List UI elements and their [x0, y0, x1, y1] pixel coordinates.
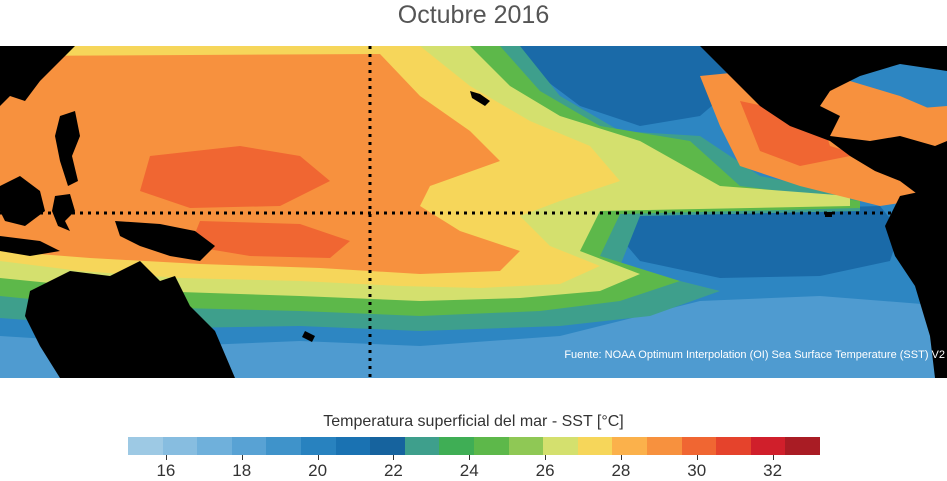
colorbar-segment: [785, 437, 820, 455]
colorbar-segment: [543, 437, 578, 455]
colorbar-tick: [620, 455, 622, 460]
colorbar-segment: [508, 437, 544, 455]
map-title: Octubre 2016: [397, 1, 550, 29]
land-hawaii: [470, 91, 490, 106]
land-philippines: [55, 111, 80, 186]
east-pacific-hot: [740, 101, 850, 166]
colorbar-label: Temperatura superficial del mar - SST [°…: [323, 413, 624, 430]
colorbar-segment: [439, 437, 474, 455]
colorbar-tick-label: 24: [459, 461, 479, 480]
colorbar-segment: [577, 437, 613, 455]
colorbar-segment: [335, 437, 371, 455]
sst-map: [0, 46, 947, 378]
colorbar-segment: [266, 437, 301, 455]
colorbar-segment: [681, 437, 717, 455]
land-new-guinea: [115, 221, 215, 261]
hot-zone-west-north: [140, 146, 330, 208]
colorbar-segment: [128, 437, 163, 455]
colorbar-segment: [300, 437, 336, 455]
colorbar-segment: [404, 437, 440, 455]
colorbar-tick: [165, 455, 167, 460]
hot-zone-west-south: [190, 221, 350, 258]
colorbar-segment: [231, 437, 267, 455]
sst-map-svg: [0, 46, 947, 378]
colorbar-segment: [197, 437, 232, 455]
colorbar-segment: [612, 437, 647, 455]
land-south-america: [885, 186, 947, 378]
colorbar-tick-label: 26: [535, 461, 555, 480]
land-java: [0, 236, 60, 256]
colorbar-tick-label: 22: [383, 461, 403, 480]
colorbar: [128, 437, 820, 455]
land-north-america: [700, 46, 947, 201]
colorbar-segment: [370, 437, 405, 455]
colorbar-tick-label: 32: [763, 461, 783, 480]
land-asia: [0, 46, 75, 106]
colorbar-segment: [162, 437, 198, 455]
colorbar-tick: [545, 455, 547, 460]
colorbar-tick-label: 20: [308, 461, 328, 480]
source-caption: Fuente: NOAA Optimum Interpolation (OI) …: [564, 349, 945, 361]
colorbar-tick: [241, 455, 243, 460]
land-australia: [25, 261, 235, 378]
colorbar-tick-label: 28: [611, 461, 631, 480]
colorbar-segment: [750, 437, 786, 455]
colorbar-tick-label: 18: [232, 461, 252, 480]
colorbar-segment: [646, 437, 682, 455]
colorbar-tick: [317, 455, 319, 460]
cold-tongue: [600, 206, 900, 278]
colorbar-tick: [696, 455, 698, 460]
colorbar-segment: [473, 437, 509, 455]
land-new-caledonia: [302, 331, 315, 342]
land-sulawesi: [52, 194, 75, 231]
colorbar-segment: [716, 437, 751, 455]
colorbar-tick: [469, 455, 471, 460]
north-pacific-cold: [520, 46, 740, 126]
colorbar-tick: [393, 455, 395, 460]
colorbar-tick: [772, 455, 774, 460]
colorbar-tick-label: 30: [687, 461, 707, 480]
colorbar-tick-label: 16: [156, 461, 176, 480]
